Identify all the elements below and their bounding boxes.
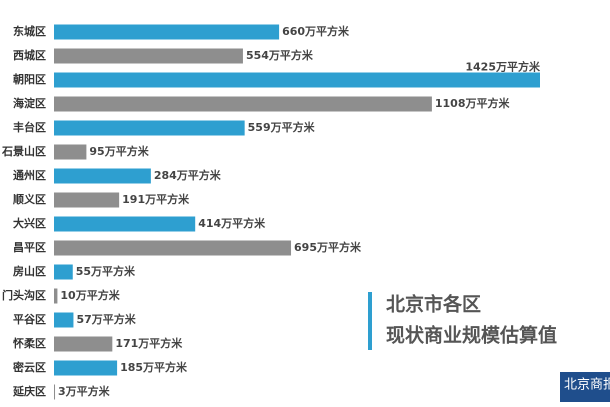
bar <box>54 48 243 64</box>
value-label: 95万平方米 <box>89 144 149 158</box>
bar <box>54 96 432 112</box>
category-label: 海淀区 <box>13 96 46 110</box>
bar <box>54 168 151 184</box>
category-label: 昌平区 <box>13 241 46 254</box>
bar <box>54 144 87 160</box>
bar <box>54 72 540 88</box>
value-label: 1425万平方米 <box>465 60 541 74</box>
category-label: 通州区 <box>13 169 46 182</box>
bar <box>54 384 56 400</box>
category-label: 朝阳区 <box>13 72 46 86</box>
category-label: 西城区 <box>13 48 46 62</box>
bar <box>54 264 73 280</box>
value-label: 1108万平方米 <box>435 96 511 110</box>
category-label: 房山区 <box>13 264 46 278</box>
bar <box>54 192 120 208</box>
value-label: 191万平方米 <box>122 192 190 206</box>
value-label: 660万平方米 <box>282 24 350 38</box>
value-label: 695万平方米 <box>294 240 362 254</box>
bar <box>54 120 245 136</box>
value-label: 284万平方米 <box>154 168 222 182</box>
value-label: 10万平方米 <box>60 288 120 302</box>
value-label: 559万平方米 <box>248 120 316 134</box>
category-label: 门头沟区 <box>2 288 46 302</box>
value-label: 57万平方米 <box>76 312 136 326</box>
value-label: 185万平方米 <box>120 360 188 374</box>
category-label: 平谷区 <box>13 312 46 326</box>
value-label: 3万平方米 <box>58 384 111 398</box>
value-label: 414万平方米 <box>198 216 266 230</box>
value-label: 554万平方米 <box>246 48 314 62</box>
bar <box>54 216 196 232</box>
bar <box>54 288 58 304</box>
logo-box <box>560 372 610 402</box>
category-label: 延庆区 <box>12 384 46 398</box>
bar <box>54 312 74 328</box>
category-label: 丰台区 <box>13 120 46 134</box>
bar <box>54 360 118 376</box>
category-label: 石景山区 <box>1 144 46 158</box>
category-label: 东城区 <box>13 24 46 38</box>
title-accent <box>368 292 372 350</box>
bar <box>54 240 292 256</box>
chart-subtitle: 现状商业规模估算值 <box>386 324 557 347</box>
value-label: 55万平方米 <box>76 264 136 278</box>
bar <box>54 336 113 352</box>
value-label: 171万平方米 <box>115 336 183 350</box>
category-label: 顺义区 <box>13 192 46 206</box>
bar <box>54 24 280 40</box>
category-label: 大兴区 <box>13 216 46 230</box>
logo: 北京商报 <box>564 378 610 393</box>
category-label: 密云区 <box>13 360 46 374</box>
chart-title: 北京市各区 <box>386 293 481 316</box>
category-label: 怀柔区 <box>13 336 46 350</box>
